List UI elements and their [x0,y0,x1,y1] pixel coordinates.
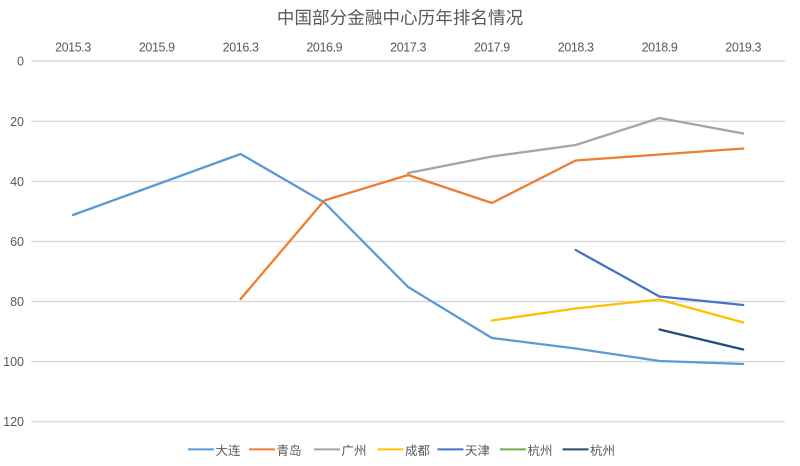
svg-text:100: 100 [3,355,24,369]
svg-text:2019.3: 2019.3 [725,41,761,55]
svg-text:120: 120 [3,415,24,429]
svg-text:2016.9: 2016.9 [306,41,342,55]
svg-text:2018.3: 2018.3 [558,41,594,55]
svg-text:2015.3: 2015.3 [55,41,91,55]
svg-text:0: 0 [17,55,24,69]
svg-text:40: 40 [10,175,24,189]
svg-text:20: 20 [10,115,24,129]
svg-text:2017.9: 2017.9 [474,41,510,55]
svg-text:80: 80 [10,295,24,309]
svg-text:2016.3: 2016.3 [223,41,259,55]
svg-text:60: 60 [10,235,24,249]
svg-text:2017.3: 2017.3 [390,41,426,55]
svg-text:2018.9: 2018.9 [642,41,678,55]
svg-text:2015.9: 2015.9 [139,41,175,55]
